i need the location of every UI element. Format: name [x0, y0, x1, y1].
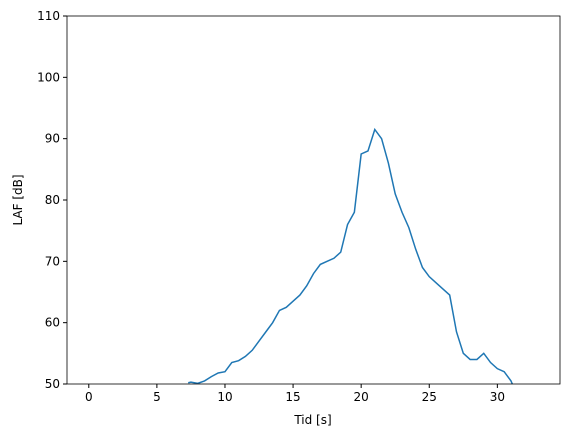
- plot-frame: [66, 15, 561, 385]
- y-tick-label: 70: [45, 254, 60, 268]
- y-tick-label: 100: [37, 70, 60, 84]
- y-tick-label: 90: [45, 132, 60, 146]
- y-tick-label: 110: [37, 9, 60, 23]
- y-tick-label: 80: [45, 193, 60, 207]
- x-tick-label: 20: [354, 390, 369, 404]
- x-tick-label: 5: [153, 390, 161, 404]
- y-tick-label: 50: [45, 377, 60, 391]
- line-series: [188, 127, 514, 384]
- x-tick-label: 10: [217, 390, 232, 404]
- x-tick-label: 25: [422, 390, 437, 404]
- y-axis-label: LAF [dB]: [11, 174, 25, 225]
- x-tick-label: 15: [285, 390, 300, 404]
- x-tick-label: 0: [85, 390, 93, 404]
- x-tick-label: 30: [490, 390, 505, 404]
- x-axis-label: Tid [s]: [293, 413, 331, 427]
- y-tick-label: 60: [45, 316, 60, 330]
